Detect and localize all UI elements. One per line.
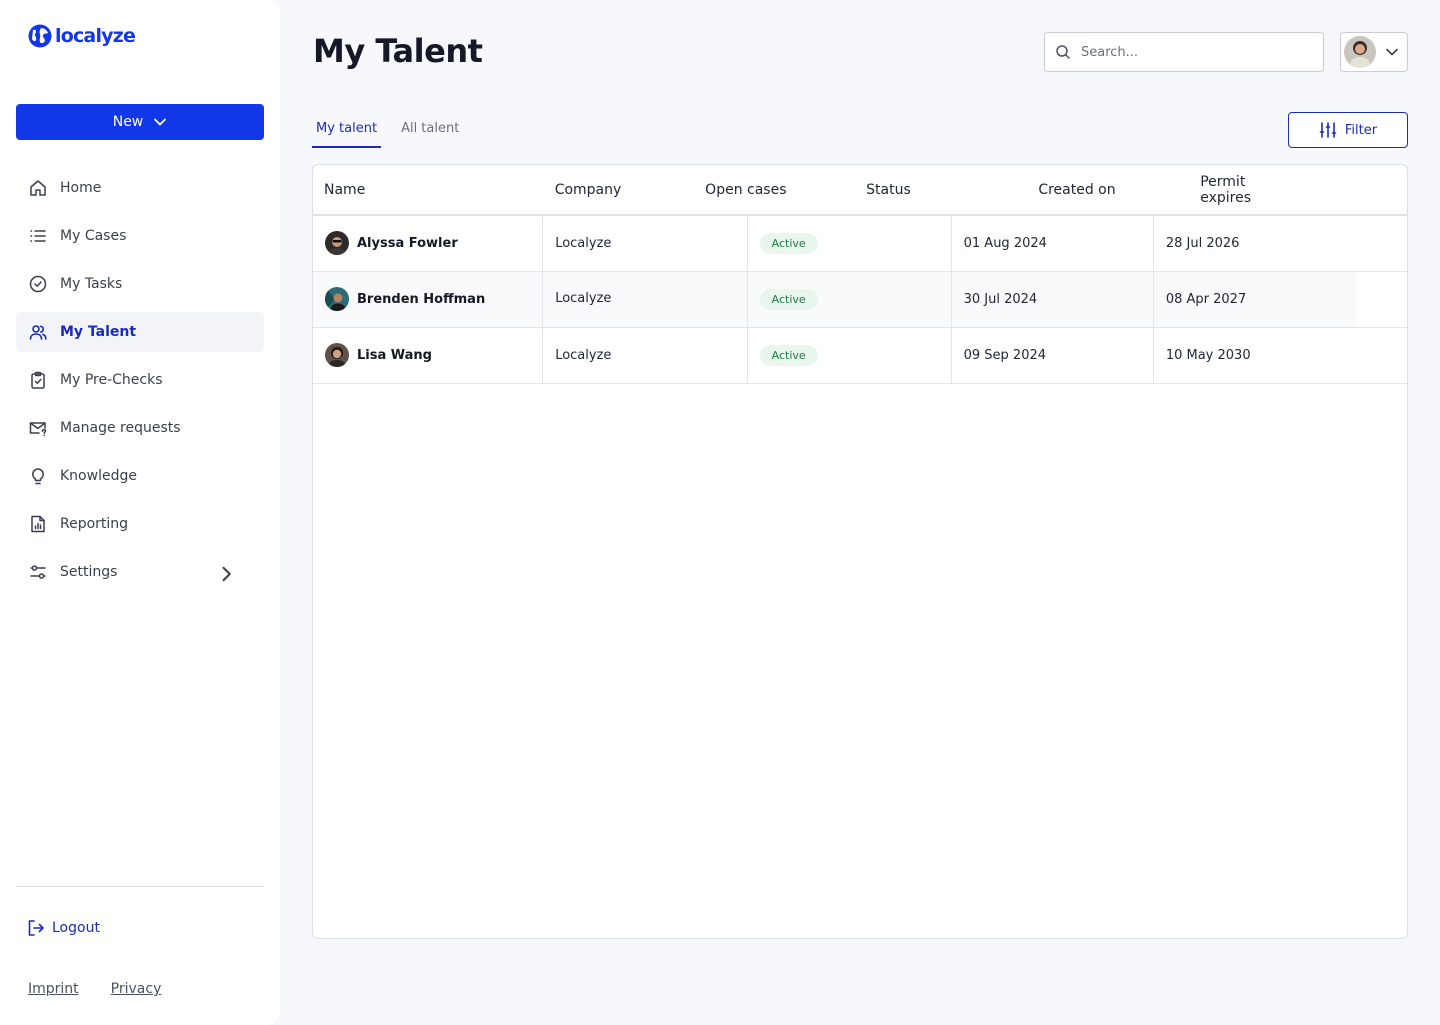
- talent-permit-expires: 28 Jul 2026: [1165, 235, 1240, 251]
- filter-label: Filter: [1344, 122, 1378, 138]
- sidebar-nav: Home My Cases My Tasks My Talent My Pre-…: [16, 168, 264, 600]
- brand-logo[interactable]: localyze: [28, 24, 136, 48]
- sidebar: localyze New Home My Cases My Tasks My T…: [0, 0, 280, 1025]
- globe-logo-icon: [28, 24, 52, 48]
- brand-name: localyze: [55, 25, 136, 47]
- tab-my-talent[interactable]: My talent: [312, 112, 382, 148]
- footer-links: Imprint Privacy: [28, 981, 161, 997]
- column-header-company[interactable]: Company: [554, 181, 622, 198]
- home-icon: [30, 180, 46, 196]
- sidebar-item-my-talent[interactable]: My Talent: [16, 312, 264, 352]
- privacy-link[interactable]: Privacy: [110, 981, 162, 997]
- table-header-row: Name Company Open cases Status Created o…: [313, 165, 1407, 215]
- sliders-icon: [30, 565, 46, 579]
- sidebar-item-label: My Tasks: [60, 276, 123, 292]
- sidebar-item-my-pre-checks[interactable]: My Pre-Checks: [16, 360, 264, 400]
- talent-avatar: [325, 343, 349, 367]
- users-icon: [29, 325, 47, 340]
- report-icon: [31, 515, 45, 533]
- talent-status-cell: Active: [747, 215, 952, 271]
- filter-sliders-icon: [1319, 122, 1337, 138]
- column-header-name[interactable]: Name: [324, 181, 366, 198]
- talent-status-cell: Active: [747, 327, 952, 383]
- sidebar-item-reporting[interactable]: Reporting: [16, 504, 264, 544]
- sidebar-item-my-cases[interactable]: My Cases: [16, 216, 264, 256]
- column-header-status[interactable]: Status: [866, 181, 911, 198]
- sidebar-item-my-tasks[interactable]: My Tasks: [16, 264, 264, 304]
- table-row[interactable]: Brenden Hoffman Localyze Active 30 Jul 2…: [313, 271, 1407, 327]
- talent-permit-expires: 10 May 2030: [1165, 347, 1251, 363]
- sidebar-item-label: Settings: [60, 564, 118, 580]
- imprint-link[interactable]: Imprint: [28, 981, 79, 997]
- column-header-permit-expires[interactable]: Permit expires: [1200, 173, 1252, 206]
- talent-company: Localyze: [542, 271, 748, 327]
- sidebar-item-label: My Cases: [60, 228, 127, 244]
- status-badge: Active: [759, 344, 818, 366]
- user-menu-button[interactable]: [1340, 32, 1408, 72]
- talent-created-on: 30 Jul 2024: [951, 271, 1154, 327]
- talent-status-cell: Active: [747, 271, 952, 327]
- sidebar-item-label: Manage requests: [60, 420, 181, 436]
- filter-button[interactable]: Filter: [1288, 112, 1408, 148]
- sidebar-divider: [16, 886, 264, 887]
- talent-avatar: [325, 231, 349, 256]
- new-button-label: New: [112, 114, 144, 130]
- talent-created-on: 01 Aug 2024: [951, 215, 1154, 271]
- chevron-down-icon: [154, 118, 167, 126]
- logout-label: Logout: [52, 920, 100, 936]
- talent-company: Localyze: [542, 215, 748, 271]
- chevron-down-icon: [1386, 48, 1398, 56]
- search-input[interactable]: [1081, 44, 1301, 60]
- column-header-open-cases[interactable]: Open cases: [705, 181, 787, 198]
- status-badge: Active: [759, 232, 818, 254]
- logout-button[interactable]: Logout: [26, 918, 100, 938]
- search-icon: [1056, 45, 1070, 59]
- talent-avatar: [325, 287, 349, 311]
- check-circle-icon: [29, 275, 47, 293]
- clipboard-check-icon: [31, 371, 45, 389]
- sidebar-item-label: Reporting: [60, 516, 129, 532]
- user-avatar: [1344, 36, 1376, 68]
- talent-permit-expires: 08 Apr 2027: [1165, 291, 1247, 307]
- page-title: My Talent: [313, 32, 483, 70]
- sidebar-item-manage-requests[interactable]: Manage requests: [16, 408, 264, 448]
- table-row[interactable]: Lisa Wang Localyze Active 09 Sep 2024 10…: [313, 327, 1407, 383]
- chevron-right-icon: [222, 566, 231, 582]
- logout-icon: [28, 920, 44, 936]
- search-box[interactable]: [1044, 32, 1324, 72]
- list-icon: [30, 230, 46, 242]
- sidebar-item-knowledge[interactable]: Knowledge: [16, 456, 264, 496]
- mail-question-icon: [29, 422, 47, 437]
- sidebar-item-settings[interactable]: Settings: [16, 552, 264, 592]
- talent-name[interactable]: Brenden Hoffman: [357, 291, 486, 307]
- talent-tabs: My talent All talent: [312, 112, 479, 148]
- talent-name[interactable]: Alyssa Fowler: [357, 235, 458, 251]
- column-header-created-on[interactable]: Created on: [1038, 181, 1116, 198]
- status-badge: Active: [759, 288, 818, 310]
- talent-created-on: 09 Sep 2024: [951, 327, 1154, 383]
- sidebar-item-label: My Pre-Checks: [60, 372, 163, 388]
- talent-table: Name Company Open cases Status Created o…: [312, 164, 1408, 939]
- talent-name[interactable]: Lisa Wang: [357, 347, 432, 363]
- new-button[interactable]: New: [16, 104, 264, 140]
- table-row[interactable]: Alyssa Fowler Localyze Active 01 Aug 202…: [313, 215, 1407, 271]
- sidebar-item-label: Home: [60, 180, 102, 196]
- sidebar-item-label: My Talent: [60, 324, 137, 340]
- tab-all-talent[interactable]: All talent: [401, 121, 460, 136]
- talent-company: Localyze: [542, 327, 748, 383]
- lightbulb-icon: [32, 468, 44, 485]
- sidebar-item-home[interactable]: Home: [16, 168, 264, 208]
- sidebar-item-label: Knowledge: [60, 468, 137, 484]
